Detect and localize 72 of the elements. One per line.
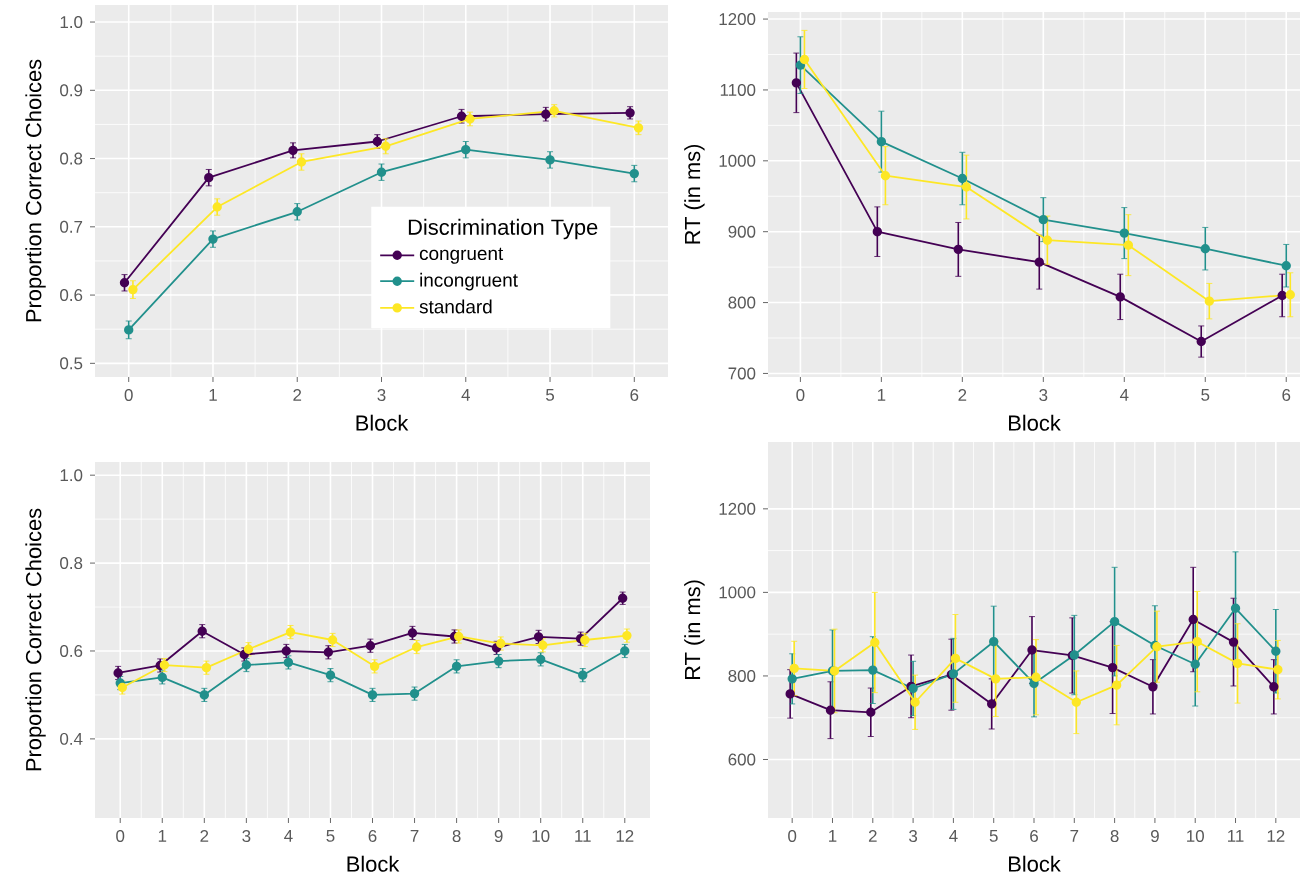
x-tick-label: 4 xyxy=(461,388,470,401)
x-tick-label: 2 xyxy=(293,388,302,401)
x-tick-label: 5 xyxy=(326,829,335,842)
y-tick-label: 800 xyxy=(728,669,756,682)
x-axis-title: Block xyxy=(356,414,409,431)
x-axis-title: Block xyxy=(1009,414,1061,431)
legend-label: incongruent xyxy=(420,272,518,291)
x-tick-label: 0 xyxy=(788,829,797,842)
y-tick-label: 1200 xyxy=(719,12,756,25)
x-tick-label: 0 xyxy=(796,388,805,401)
y-tick-label: 900 xyxy=(728,225,756,238)
x-tick-label: 3 xyxy=(909,829,918,842)
x-tick-label: 3 xyxy=(242,829,251,842)
x-tick-label: 12 xyxy=(1267,829,1285,842)
x-tick-label: 2 xyxy=(200,829,209,842)
x-tick-label: 1 xyxy=(158,829,167,842)
x-tick-label: 6 xyxy=(368,829,377,842)
y-tick-label: 600 xyxy=(728,753,756,766)
x-tick-label: 3 xyxy=(377,388,386,401)
x-tick-label: 4 xyxy=(1119,388,1129,401)
x-tick-label: 4 xyxy=(284,829,293,842)
x-tick-label: 2 xyxy=(958,388,967,401)
y-tick-label: 1100 xyxy=(720,83,756,96)
x-tick-label: 11 xyxy=(1228,829,1244,842)
y-tick-label: 1000 xyxy=(719,154,756,167)
y-tick-label: 1.0 xyxy=(60,15,83,28)
x-tick-label: 6 xyxy=(1282,388,1291,401)
x-tick-label: 6 xyxy=(1030,829,1038,842)
x-tick-label: 12 xyxy=(616,829,634,842)
y-tick-label: 800 xyxy=(728,296,756,309)
x-tick-label: 3 xyxy=(1039,388,1048,401)
x-tick-label: 11 xyxy=(575,829,591,842)
y-tick-label: 0.4 xyxy=(60,732,83,745)
x-tick-label: 7 xyxy=(410,829,419,842)
x-tick-label: 7 xyxy=(1070,829,1079,842)
y-axis-title: Proportion Correct Choices xyxy=(25,508,46,771)
x-tick-label: 0 xyxy=(124,388,133,401)
x-tick-label: 9 xyxy=(494,829,503,842)
y-axis-title: RT (in ms) xyxy=(684,144,705,244)
x-tick-label: 10 xyxy=(532,829,550,842)
x-tick-label: 6 xyxy=(630,388,639,401)
x-tick-label: 5 xyxy=(1201,388,1210,401)
y-tick-label: 1.0 xyxy=(60,468,83,481)
x-tick-label: 1 xyxy=(829,829,837,842)
x-tick-label: 5 xyxy=(989,829,998,842)
y-axis-title: RT (in ms) xyxy=(684,580,705,679)
y-tick-label: 0.9 xyxy=(60,84,83,97)
y-tick-label: 700 xyxy=(728,367,756,380)
legend-title: Discrimination Type xyxy=(408,218,598,240)
y-tick-label: 0.6 xyxy=(60,644,83,657)
legend-label: congruent xyxy=(419,247,504,264)
x-axis-title: Block xyxy=(347,855,400,872)
y-axis-title: Proportion Correct Choices xyxy=(25,59,46,322)
x-tick-label: 5 xyxy=(546,388,555,401)
legend-label: standard xyxy=(419,299,492,314)
y-tick-label: 0.6 xyxy=(60,288,83,301)
x-tick-label: 10 xyxy=(1187,829,1204,842)
x-tick-label: 9 xyxy=(1150,829,1159,842)
y-tick-label: 0.8 xyxy=(60,152,83,165)
y-tick-label: 1200 xyxy=(719,502,756,515)
x-tick-label: 2 xyxy=(868,829,877,842)
y-tick-label: 1000 xyxy=(719,586,756,599)
x-tick-label: 1 xyxy=(877,388,886,401)
x-axis-title: Block xyxy=(1009,855,1061,872)
y-tick-label: 0.8 xyxy=(60,556,83,569)
x-tick-label: 1 xyxy=(209,388,217,401)
y-tick-label: 0.5 xyxy=(60,357,83,370)
y-tick-label: 0.7 xyxy=(60,220,83,233)
x-tick-label: 0 xyxy=(116,829,125,842)
x-tick-label: 4 xyxy=(949,829,958,842)
x-tick-label: 8 xyxy=(1110,829,1119,842)
x-tick-label: 8 xyxy=(452,829,461,842)
